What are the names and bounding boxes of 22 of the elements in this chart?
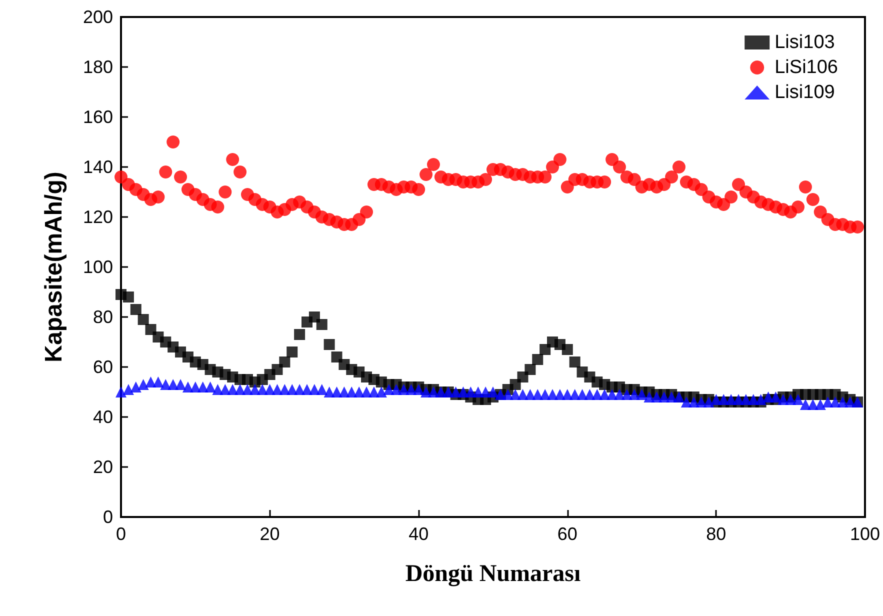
y-tick-label: 200 [82,7,113,27]
y-tick-label: 0 [102,507,113,527]
y-tick-label: 40 [92,407,113,427]
y-tick-label: 80 [92,307,113,327]
legend-label: LiSi106 [774,57,838,78]
y-tick-label: 160 [82,107,113,127]
x-tick-label: 0 [116,524,126,544]
y-tick-label: 60 [92,357,113,377]
legend-label: Lisi109 [774,82,835,103]
x-tick-label: 100 [850,524,880,544]
y-tick-label: 180 [82,57,113,77]
x-tick-label: 80 [706,524,726,544]
y-tick-label: 20 [92,457,113,477]
x-axis-title: Döngü Numarası [405,561,582,587]
y-tick-label: 140 [82,157,113,177]
x-tick-label: 40 [408,524,429,544]
y-tick-label: 120 [82,207,113,227]
x-tick-label: 20 [260,524,280,544]
y-tick-label: 100 [82,257,113,277]
y-axis-title: Kapasite(mAh/g) [40,172,68,362]
x-tick-label: 60 [557,524,578,544]
legend-label: Lisi103 [774,32,835,53]
